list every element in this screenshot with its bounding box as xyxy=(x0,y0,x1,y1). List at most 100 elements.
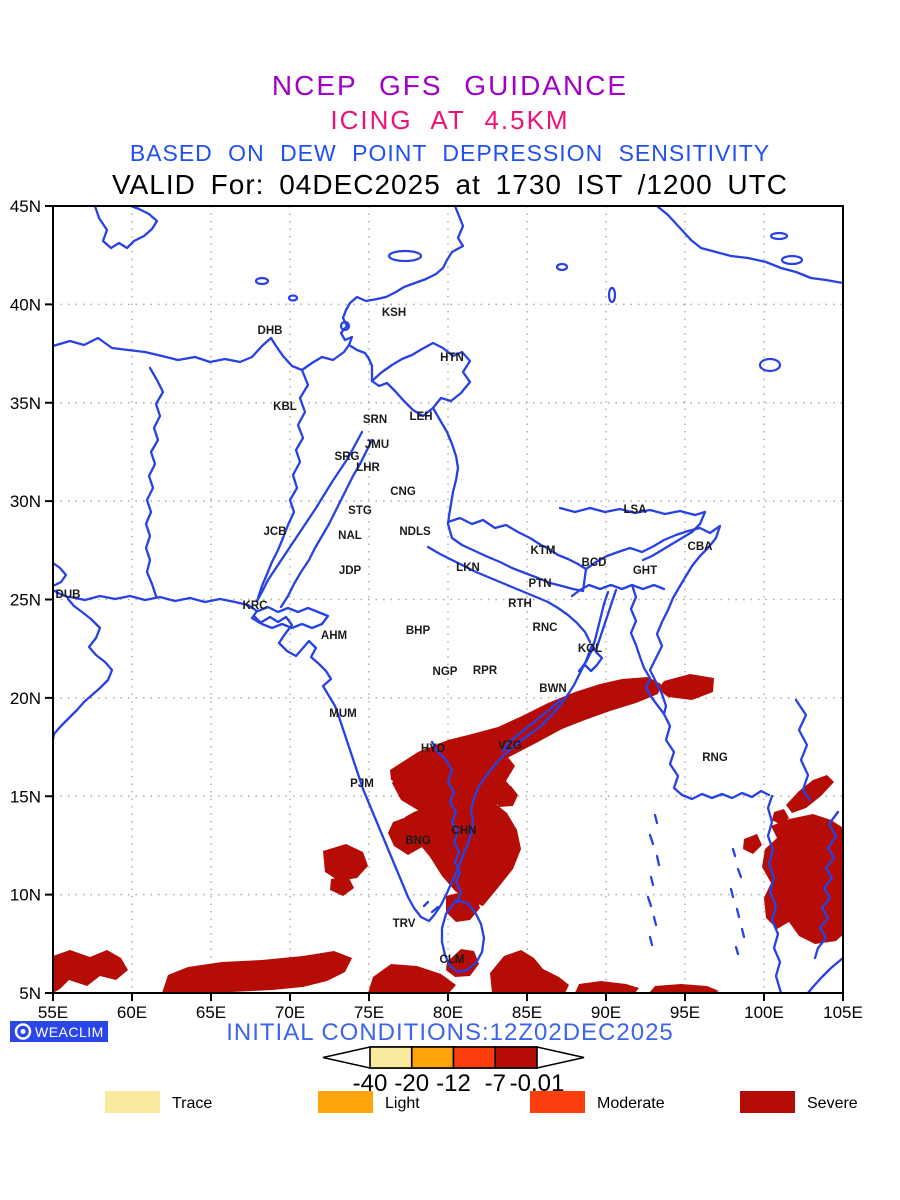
legend-label: Trace xyxy=(172,1095,212,1112)
station-label-jmu: JMU xyxy=(365,439,389,451)
severe-icing-region xyxy=(330,876,354,896)
subtitle-parameter: ICING AT 4.5KM xyxy=(330,105,570,135)
severe-icing-region xyxy=(786,775,834,813)
valid-time-line: VALID For: 04DEC2025 at 1730 IST /1200 U… xyxy=(112,169,788,200)
scale-tick-label: -20 xyxy=(394,1070,429,1097)
severe-icing-region xyxy=(388,814,429,855)
legend-label: Severe xyxy=(807,1095,858,1112)
lat-tick-label: 10N xyxy=(10,886,41,905)
station-label-nal: NAL xyxy=(338,530,362,542)
station-label-vzg: VZG xyxy=(498,740,522,752)
legend-swatch-trace xyxy=(105,1091,160,1113)
lake-outline xyxy=(387,249,423,263)
severe-icing-region xyxy=(490,950,569,993)
severe-icing-region xyxy=(446,892,480,922)
scale-tick-label: -12 xyxy=(436,1070,471,1097)
lat-tick-label: 35N xyxy=(10,394,41,413)
station-label-dhb: DHB xyxy=(258,325,283,337)
station-label-srg: SRG xyxy=(335,451,360,463)
subtitle-method: BASED ON DEW POINT DEPRESSION SENSITIVIT… xyxy=(129,140,771,166)
station-label-ght: GHT xyxy=(633,565,657,577)
station-label-clm: CLM xyxy=(440,954,465,966)
station-label-krc: KRC xyxy=(243,600,268,612)
legend: Trace Light Moderate Severe xyxy=(105,1091,858,1113)
station-label-pjm: PJM xyxy=(350,778,374,790)
station-label-ptn: PTN xyxy=(529,578,552,590)
station-label-chn: CHN xyxy=(452,825,477,837)
lon-tick-label: 95E xyxy=(670,1003,700,1022)
coastlines-borders xyxy=(53,206,843,993)
station-label-lkn: LKN xyxy=(456,562,480,574)
station-label-hyd: HYD xyxy=(421,743,445,755)
lat-tick-label: 45N xyxy=(10,197,41,216)
station-label-ahm: AHM xyxy=(321,630,347,642)
station-label-rng: RNG xyxy=(702,752,728,764)
lake-outline xyxy=(780,254,804,266)
weaclim-badge: WEACLIM xyxy=(10,1021,108,1042)
station-label-ksh: KSH xyxy=(382,307,406,319)
lon-tick-label: 85E xyxy=(512,1003,542,1022)
lon-tick-label: 100E xyxy=(744,1003,784,1022)
scale-cell xyxy=(452,1046,497,1069)
station-label-bcd: BCD xyxy=(582,557,607,569)
lon-tick-label: 60E xyxy=(117,1003,147,1022)
lake-outline xyxy=(769,231,789,241)
severe-icing-region xyxy=(405,796,521,906)
lake-outline xyxy=(287,294,299,302)
scale-cell xyxy=(369,1046,413,1069)
severe-icing-region xyxy=(575,981,639,993)
lat-tick-label: 25N xyxy=(10,591,41,610)
legend-label: Moderate xyxy=(597,1095,665,1112)
lake-outline xyxy=(758,357,782,373)
station-label-mum: MUM xyxy=(329,708,356,720)
weaclim-logo-icon xyxy=(14,1023,32,1040)
severe-icing-region xyxy=(392,743,516,817)
legend-swatch-severe xyxy=(740,1091,795,1113)
station-label-srn: SRN xyxy=(363,414,387,426)
station-label-lsa: LSA xyxy=(624,504,647,516)
legend-label: Light xyxy=(385,1095,420,1112)
lon-tick-label: 75E xyxy=(354,1003,384,1022)
station-label-rnc: RNC xyxy=(533,622,558,634)
scale-cell xyxy=(494,1046,538,1069)
station-label-kol: KOL xyxy=(578,643,602,655)
axis-labels: 55E 60E 65E 70E 75E 80E 85E 90E 95E 100E 105E 45N 40… xyxy=(10,197,863,1022)
station-label-rpr: RPR xyxy=(473,665,498,677)
lat-tick-label: 40N xyxy=(10,295,41,314)
lat-tick-label: 20N xyxy=(10,689,41,708)
legend-swatch-moderate xyxy=(530,1091,585,1113)
station-label-lhr: LHR xyxy=(356,462,380,474)
severe-icing-region xyxy=(162,951,352,993)
scale-tick-label: -7 xyxy=(485,1070,506,1097)
lon-tick-label: 105E xyxy=(823,1003,863,1022)
severe-icing-region xyxy=(323,844,368,881)
severe-icing-region xyxy=(762,814,843,944)
station-label-leh: LEH xyxy=(410,411,433,423)
severe-icing-region xyxy=(658,674,714,700)
lat-tick-label: 5N xyxy=(19,984,41,1003)
lake-outline xyxy=(555,262,569,272)
station-label-trv: TRV xyxy=(393,918,416,930)
severe-icing-region xyxy=(493,786,518,807)
station-label-cng: CNG xyxy=(390,486,416,498)
station-label-htn: HTN xyxy=(440,352,464,364)
lake-outline xyxy=(607,286,617,304)
weaclim-brand-text: WEACLIM xyxy=(35,1024,104,1040)
lon-tick-label: 65E xyxy=(196,1003,226,1022)
station-label-ktm: KTM xyxy=(531,545,556,557)
lat-tick-label: 15N xyxy=(10,787,41,806)
severe-icing-region xyxy=(53,950,128,993)
lat-tick-label: 30N xyxy=(10,492,41,511)
initial-conditions-line: INITIAL CONDITIONS:12Z02DEC2025 xyxy=(226,1019,674,1046)
station-label-bwn: BWN xyxy=(539,683,566,695)
station-label-dub: DUB xyxy=(56,589,81,601)
station-label-jcb: JCB xyxy=(263,526,286,538)
station-label-kbl: KBL xyxy=(273,401,297,413)
station-label-ngp: NGP xyxy=(433,666,458,678)
station-label-rth: RTH xyxy=(508,598,532,610)
scale-cell xyxy=(410,1046,455,1069)
station-label-bhp: BHP xyxy=(406,625,431,637)
